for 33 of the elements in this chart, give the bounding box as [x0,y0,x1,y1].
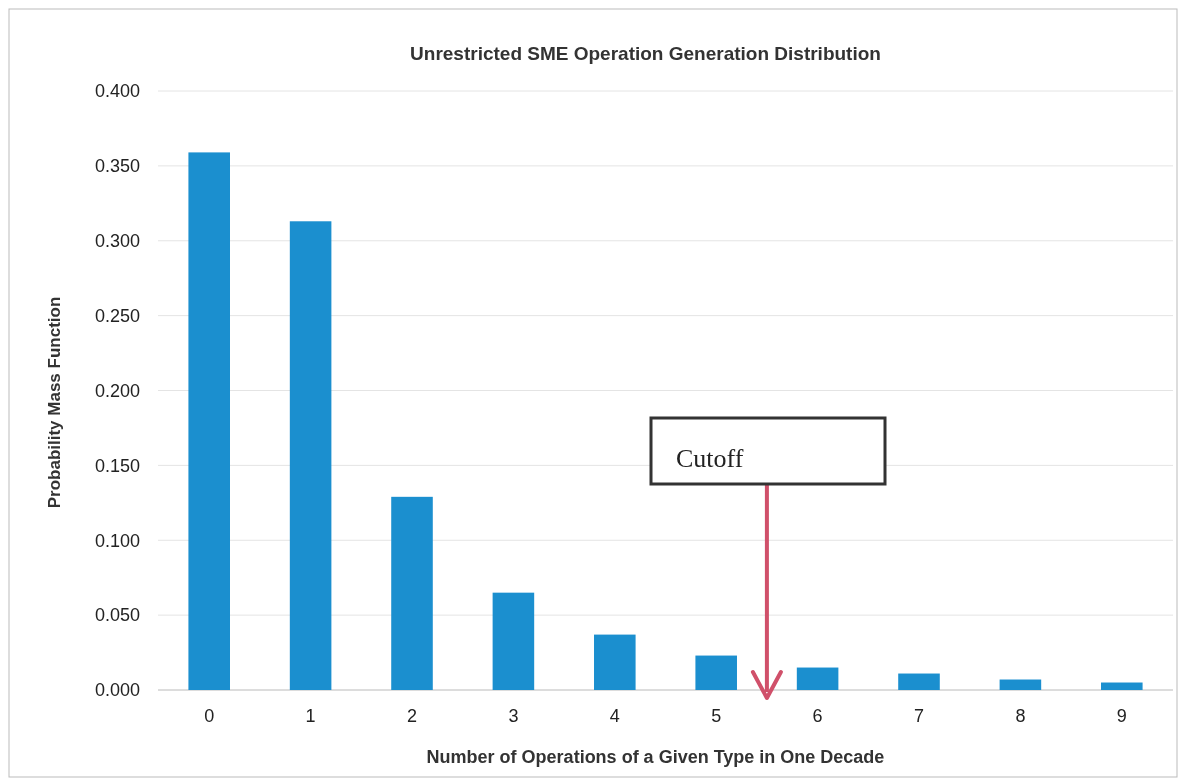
bar [999,679,1042,690]
y-tick-label: 0.000 [94,680,140,701]
y-tick-label: 0.250 [94,305,140,326]
x-tick-label: 8 [1015,706,1026,726]
bar [391,496,433,690]
bar [695,655,737,690]
y-tick-label: 0.400 [94,81,140,102]
x-tick-label: 4 [609,706,620,726]
y-tick-label: 0.050 [94,605,140,626]
y-tick-label: 0.100 [94,530,140,551]
y-tick-label: 0.300 [94,231,140,252]
bar [492,592,535,690]
y-tick-label: 0.200 [94,380,140,401]
x-tick-label: 2 [407,706,418,726]
y-tick-label: 0.350 [94,156,140,177]
bar [289,221,332,690]
bar [898,673,940,690]
y-tick-label: 0.150 [94,455,140,476]
x-axis-title: Number of Operations of a Given Type in One Decade [426,747,885,767]
bar [188,152,230,690]
x-tick-label: 5 [711,706,722,726]
y-axis-title: Probability Mass Function [45,296,64,509]
x-tick-label: 9 [1116,706,1127,726]
x-tick-label: 6 [812,706,823,726]
bar [796,667,839,690]
x-tick-label: 1 [305,706,316,726]
annotation: Cutoff [676,444,744,473]
chart-title: Unrestricted SME Operation Generation Distribution [410,43,881,64]
x-tick-label: 3 [508,706,519,726]
x-tick-label: 0 [204,706,215,726]
x-tick-label: 7 [913,706,924,726]
bar [1101,682,1143,690]
bar [594,634,636,690]
